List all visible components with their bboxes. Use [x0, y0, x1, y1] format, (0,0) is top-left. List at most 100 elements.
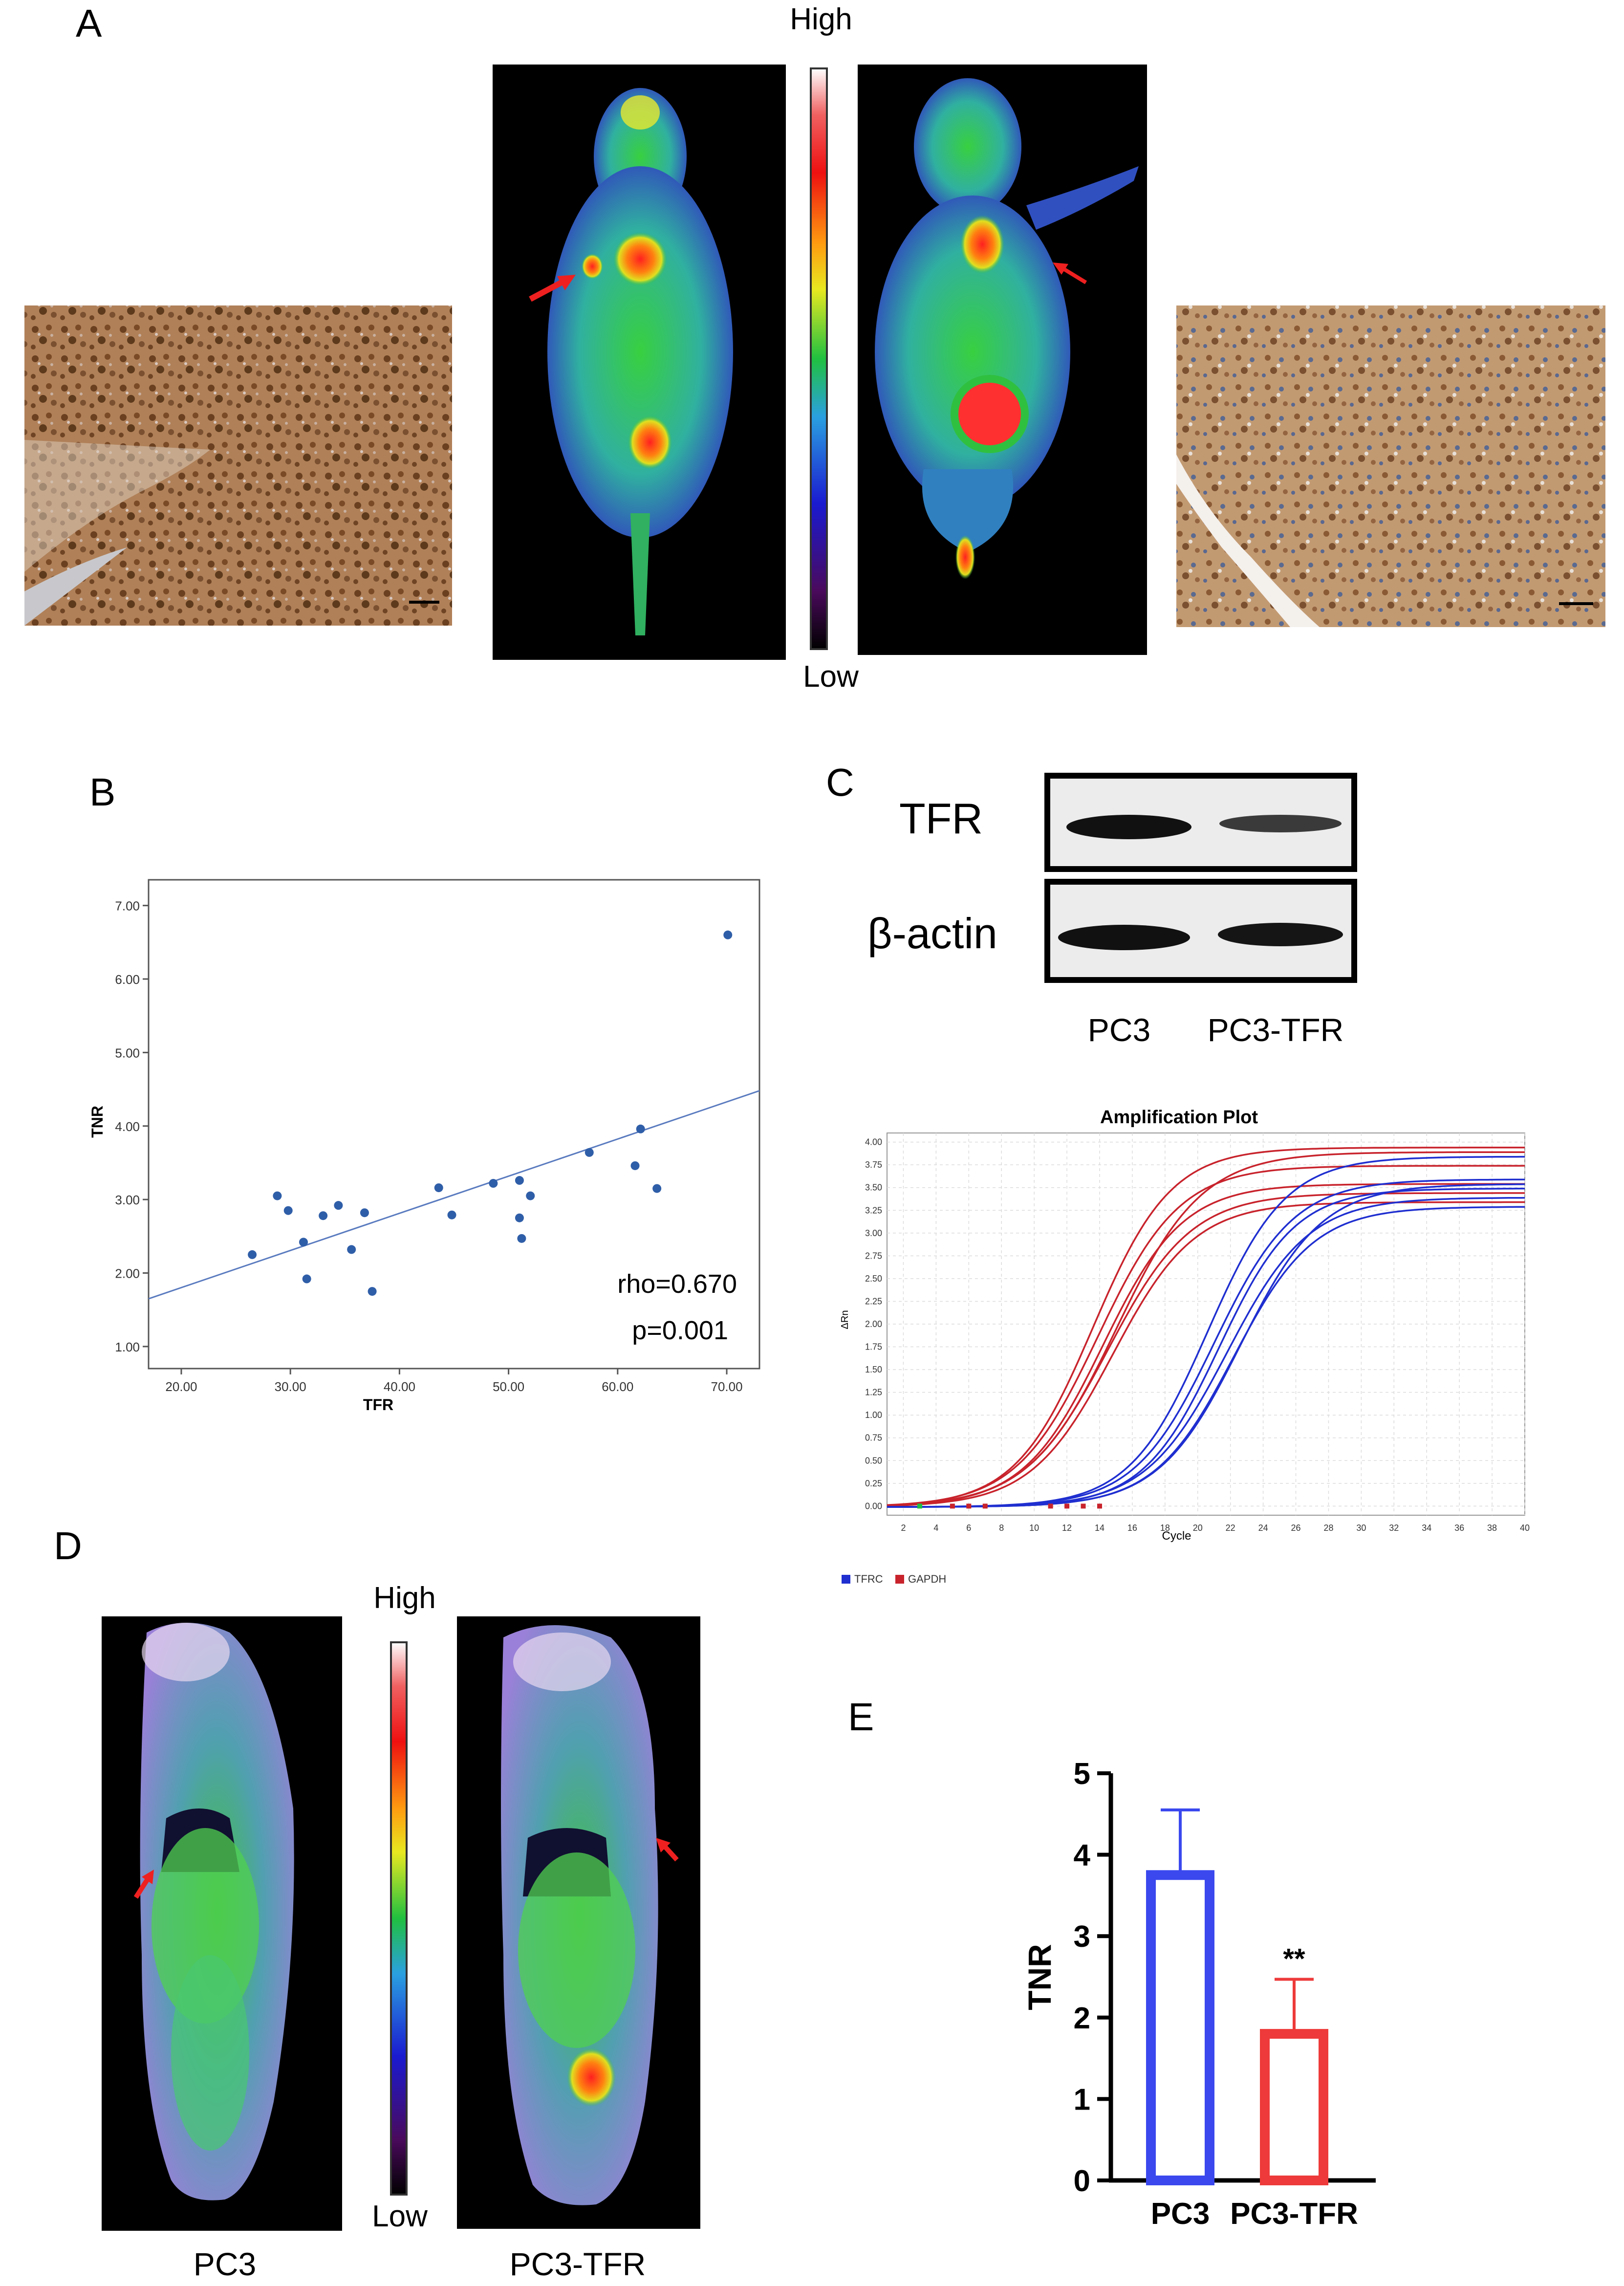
- western-blot-tfr: [1044, 773, 1357, 872]
- scatter-point: [515, 1213, 524, 1222]
- amp-y-tick-label: 1.75: [865, 1342, 882, 1352]
- scatter-point: [299, 1238, 308, 1247]
- bar-significance-label: **: [1283, 1943, 1305, 1975]
- scatter-y-tick-label: 2.00: [115, 1266, 140, 1281]
- panel-d: D High Low PC3 PC3-TFR: [54, 1524, 700, 2282]
- scatter-x-tick-label: 60.00: [602, 1379, 633, 1394]
- amp-x-tick-label: 6: [966, 1523, 971, 1533]
- amp-threshold-marker: [966, 1503, 972, 1509]
- amp-x-tick-label: 38: [1487, 1523, 1497, 1533]
- scatter-plot: 1.00 2.00 3.00 4.00 5.00 6.00 7.00 20.00 30.00 40…: [88, 899, 760, 1414]
- panel-b: B 1.00 2.00 3.00 4.00 5.00 6.00 7.00 20.00 30.00…: [88, 770, 760, 1414]
- scatter-y-tick-label: 4.00: [115, 1119, 140, 1134]
- scale-high-label-d: High: [373, 1581, 436, 1615]
- amp-plot-title: Amplification Plot: [1100, 1107, 1258, 1128]
- amp-legend-label-gapdh: GAPDH: [908, 1573, 946, 1585]
- scatter-point: [302, 1274, 311, 1284]
- scale-bar-right: [1559, 602, 1593, 605]
- amp-x-tick-label: 34: [1422, 1523, 1431, 1533]
- amp-x-tick-label: 16: [1127, 1523, 1137, 1533]
- scatter-point: [652, 1184, 662, 1193]
- amplification-plot: 2 4 6 8 10 12 14 16 18 20 22 24 26 28 30 32 34 36 38 400.00…: [840, 1107, 1530, 1585]
- blot-row-label-tfr: TFR: [899, 794, 983, 843]
- panel-b-label: B: [89, 770, 115, 814]
- bar-y-tick-label: 4: [1074, 1839, 1091, 1872]
- scatter-point: [636, 1124, 645, 1133]
- scatter-point: [515, 1176, 524, 1185]
- amp-x-tick-label: 18: [1160, 1523, 1170, 1533]
- bar-chart: 0 1 2 3 4 5 TNR PC3 PC3-TFR **: [1021, 1757, 1376, 2231]
- amp-threshold-marker: [1081, 1503, 1086, 1509]
- scale-high-label-a: High: [790, 2, 852, 36]
- scatter-point: [334, 1201, 343, 1210]
- scatter-point: [447, 1210, 456, 1219]
- amp-legend-swatch-gapdh: [895, 1575, 904, 1584]
- blot-row-label-actin: β-actin: [867, 909, 997, 958]
- scatter-x-tick-label: 50.00: [493, 1379, 524, 1394]
- bar-y-tick-label: 5: [1074, 1757, 1090, 1791]
- amp-x-tick-label: 36: [1454, 1523, 1464, 1533]
- panel-c: C TFR β-actin PC3 PC3-TFR 2 4 6 8 10 12 14 16 18…: [826, 761, 1530, 1585]
- amp-y-tick-label: 0.00: [865, 1501, 882, 1511]
- amp-x-tick-label: 8: [999, 1523, 1004, 1533]
- amp-x-tick-label: 2: [901, 1523, 906, 1533]
- ihc-image-left: [24, 305, 452, 626]
- blot-lane-label-pc3: PC3: [1088, 1012, 1150, 1048]
- amp-curve-gapdh: [887, 1201, 1525, 1507]
- scatter-point: [347, 1245, 356, 1254]
- amp-y-tick-label: 3.50: [865, 1183, 882, 1193]
- scatter-fit-line: [148, 1090, 760, 1300]
- bar-y-tick-label: 3: [1074, 1920, 1090, 1954]
- amp-threshold-marker: [1097, 1503, 1102, 1509]
- amp-x-tick-label: 28: [1323, 1523, 1333, 1533]
- scatter-point: [434, 1183, 443, 1193]
- scatter-y-tick-label: 5.00: [115, 1045, 140, 1060]
- amp-x-tick-label: 22: [1226, 1523, 1235, 1533]
- scatter-y-tick-label: 7.00: [115, 899, 140, 914]
- scatter-point: [283, 1206, 293, 1215]
- amp-y-tick-label: 3.25: [865, 1205, 882, 1215]
- scatter-plot-frame: [148, 879, 760, 1370]
- amp-x-tick-label: 30: [1356, 1523, 1366, 1533]
- amp-x-axis-label: Cycle: [1162, 1529, 1191, 1543]
- bar-y-tick-label: 2: [1074, 2002, 1090, 2035]
- amp-threshold-marker: [950, 1503, 955, 1509]
- panel-e: E 0 1 2 3 4 5 TNR PC3 PC3-TFR **: [848, 1695, 1376, 2231]
- scale-bar-left: [409, 601, 439, 604]
- amp-y-tick-label: 3.75: [865, 1160, 882, 1170]
- bar-pc3-tfr: [1260, 2029, 1328, 2186]
- scatter-point: [585, 1148, 594, 1157]
- western-blot-actin: [1044, 879, 1357, 983]
- scatter-point: [273, 1191, 282, 1200]
- ihc-image-right: [1176, 305, 1605, 627]
- pet-image-d1: [102, 1616, 342, 2231]
- scatter-point: [489, 1179, 498, 1188]
- scatter-point: [517, 1234, 526, 1243]
- amp-y-tick-label: 4.00: [865, 1137, 882, 1147]
- amp-y-axis-label: ΔRn: [840, 1310, 850, 1329]
- amp-y-tick-label: 0.75: [865, 1433, 882, 1443]
- scatter-point: [360, 1208, 369, 1218]
- amp-y-tick-label: 2.00: [865, 1319, 882, 1329]
- amp-x-tick-label: 4: [933, 1523, 938, 1533]
- pet-image-a2: [858, 65, 1147, 655]
- scale-low-label-a: Low: [803, 660, 859, 694]
- amp-x-tick-label: 40: [1520, 1523, 1530, 1533]
- scatter-annotation-rho: rho=0.670: [617, 1269, 737, 1299]
- amp-threshold-marker: [917, 1503, 922, 1509]
- scatter-y-tick-label: 1.00: [115, 1340, 140, 1354]
- scatter-point: [723, 930, 733, 939]
- amp-y-tick-label: 3.00: [865, 1228, 882, 1238]
- amp-threshold-marker: [982, 1503, 988, 1509]
- pet-caption-pc3tfr: PC3-TFR: [510, 2246, 646, 2282]
- amp-threshold-marker: [1064, 1503, 1070, 1509]
- amp-y-tick-label: 1.25: [865, 1388, 882, 1397]
- amp-curve-gapdh: [887, 1151, 1525, 1506]
- amp-y-tick-label: 2.25: [865, 1296, 882, 1306]
- amp-x-tick-label: 24: [1258, 1523, 1268, 1533]
- bar-y-tick-label: 0: [1074, 2164, 1090, 2198]
- scatter-y-axis-label: TNR: [88, 1106, 106, 1138]
- pet-image-a1: [493, 65, 786, 660]
- arrow-a1: [529, 277, 568, 302]
